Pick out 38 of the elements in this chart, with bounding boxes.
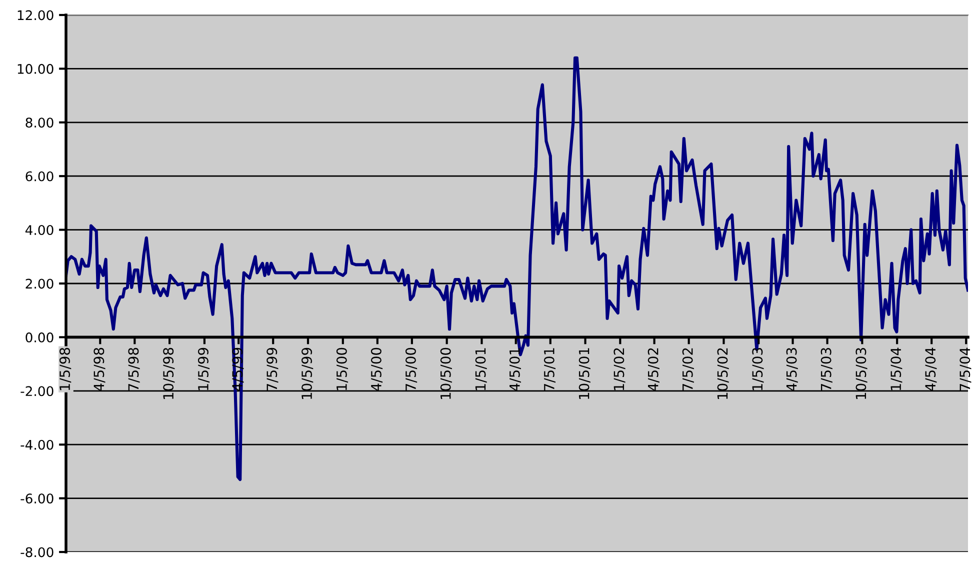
x-tick-label: 7/5/03 (820, 348, 832, 390)
x-tick-label: 1/5/04 (890, 348, 902, 390)
x-tick-label: 4/5/00 (370, 348, 383, 391)
x-tick-label: 1/5/00 (336, 348, 348, 390)
y-tick-label: 4.00 (25, 225, 54, 235)
y-tick-label: -2.00 (20, 386, 54, 396)
x-tick-label: 7/5/02 (682, 348, 694, 390)
x-tick-label: 7/5/98 (128, 348, 140, 390)
y-tick-label: -6.00 (20, 494, 54, 504)
y-tick-label: 10.00 (18, 64, 54, 74)
x-tick-label: 7/5/01 (544, 348, 556, 390)
x-tick-label: 10/5/00 (440, 348, 452, 399)
x-tick-label: 10/5/98 (163, 348, 175, 399)
x-tick-label: 1/5/02 (614, 348, 626, 390)
x-tick-label: 10/5/03 (856, 348, 868, 399)
y-tick-label: -8.00 (20, 547, 54, 558)
y-tick-label: 2.00 (26, 278, 54, 289)
x-tick-label: 4/5/01 (509, 348, 521, 391)
y-tick-label: 0.00 (26, 332, 54, 342)
x-tick-label: 10/5/99 (302, 348, 314, 399)
x-tick-label: 10/5/02 (717, 348, 729, 399)
y-tick-label: 6.00 (26, 171, 54, 182)
y-tick-label: 12.00 (18, 10, 54, 20)
x-tick-label: 7/5/00 (405, 348, 418, 390)
x-tick-label: 1/5/01 (475, 348, 487, 390)
x-tick-label: 4/5/02 (648, 348, 660, 391)
x-tick-label: 1/5/99 (198, 348, 210, 390)
x-tick-label: 1/5/03 (752, 348, 764, 390)
x-tick-label: 10/5/01 (578, 348, 590, 399)
x-tick-label: 1/5/98 (60, 348, 72, 390)
x-tick-label: 4/5/98 (94, 348, 106, 391)
x-tick-label: 4/5/99 (232, 348, 244, 391)
x-tick-label: 7/5/04 (960, 348, 972, 390)
x-tick-label: 4/5/04 (925, 348, 937, 391)
y-tick-label: 8.00 (26, 118, 54, 128)
x-tick-label: 7/5/99 (266, 348, 278, 390)
y-tick-label: -4.00 (20, 440, 54, 450)
x-tick-label: 4/5/03 (786, 348, 798, 391)
